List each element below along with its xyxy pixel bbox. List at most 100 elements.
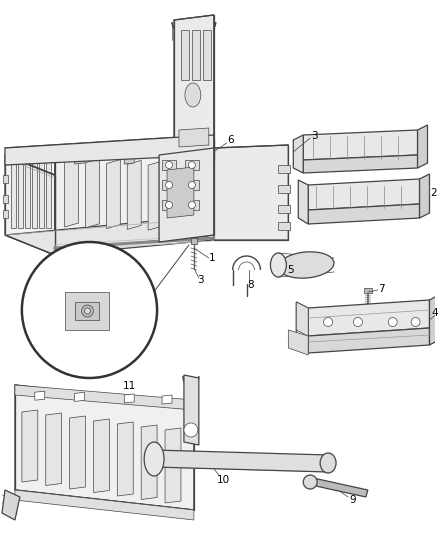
Ellipse shape bbox=[279, 252, 334, 278]
Polygon shape bbox=[167, 167, 194, 218]
Circle shape bbox=[188, 182, 195, 189]
Polygon shape bbox=[308, 204, 420, 224]
Polygon shape bbox=[296, 302, 308, 353]
Polygon shape bbox=[127, 160, 141, 229]
Text: 10: 10 bbox=[217, 475, 230, 485]
Polygon shape bbox=[15, 385, 194, 510]
Polygon shape bbox=[279, 165, 290, 173]
Polygon shape bbox=[70, 416, 85, 489]
Circle shape bbox=[81, 305, 93, 317]
Polygon shape bbox=[162, 395, 172, 404]
Text: 7: 7 bbox=[378, 284, 385, 294]
Polygon shape bbox=[18, 162, 23, 228]
Polygon shape bbox=[303, 155, 417, 173]
Polygon shape bbox=[279, 185, 290, 193]
Polygon shape bbox=[46, 162, 51, 228]
Polygon shape bbox=[364, 288, 372, 293]
Polygon shape bbox=[65, 158, 78, 227]
Polygon shape bbox=[46, 413, 62, 486]
Polygon shape bbox=[191, 238, 197, 244]
Polygon shape bbox=[174, 15, 214, 165]
Polygon shape bbox=[279, 222, 290, 230]
Text: 9: 9 bbox=[350, 495, 356, 505]
Polygon shape bbox=[93, 419, 110, 492]
Text: 8: 8 bbox=[247, 280, 254, 290]
Polygon shape bbox=[15, 490, 194, 520]
Polygon shape bbox=[22, 410, 38, 482]
Polygon shape bbox=[174, 154, 184, 164]
Polygon shape bbox=[311, 478, 368, 497]
Polygon shape bbox=[214, 145, 288, 240]
Polygon shape bbox=[162, 200, 176, 210]
Polygon shape bbox=[179, 128, 209, 147]
Text: 4: 4 bbox=[431, 308, 438, 318]
Ellipse shape bbox=[185, 83, 201, 107]
Text: 2: 2 bbox=[430, 188, 437, 198]
Polygon shape bbox=[203, 30, 211, 80]
Text: 3: 3 bbox=[311, 131, 318, 141]
Polygon shape bbox=[308, 179, 420, 210]
Circle shape bbox=[22, 242, 157, 378]
Text: 11: 11 bbox=[123, 381, 136, 391]
Polygon shape bbox=[141, 425, 157, 499]
Polygon shape bbox=[15, 385, 194, 410]
Polygon shape bbox=[190, 163, 204, 232]
Polygon shape bbox=[417, 125, 427, 168]
Polygon shape bbox=[74, 154, 85, 164]
Polygon shape bbox=[65, 292, 110, 330]
Circle shape bbox=[166, 161, 173, 168]
Text: 3: 3 bbox=[198, 275, 204, 285]
Circle shape bbox=[353, 318, 362, 327]
Polygon shape bbox=[184, 375, 199, 445]
Circle shape bbox=[411, 318, 420, 327]
Polygon shape bbox=[288, 330, 308, 355]
Polygon shape bbox=[308, 300, 430, 336]
Polygon shape bbox=[117, 422, 133, 496]
Ellipse shape bbox=[270, 253, 286, 277]
Polygon shape bbox=[35, 391, 45, 400]
Text: 5: 5 bbox=[287, 265, 293, 275]
Polygon shape bbox=[298, 180, 308, 224]
Polygon shape bbox=[32, 162, 37, 228]
Polygon shape bbox=[124, 154, 134, 164]
Polygon shape bbox=[11, 162, 16, 228]
Polygon shape bbox=[5, 135, 214, 165]
Polygon shape bbox=[3, 195, 8, 203]
Polygon shape bbox=[296, 302, 308, 336]
Circle shape bbox=[85, 308, 91, 314]
Polygon shape bbox=[308, 328, 430, 353]
Circle shape bbox=[303, 475, 317, 489]
Polygon shape bbox=[159, 148, 214, 242]
Polygon shape bbox=[55, 140, 214, 250]
Circle shape bbox=[166, 201, 173, 208]
Polygon shape bbox=[106, 159, 120, 229]
Polygon shape bbox=[74, 302, 99, 320]
Text: 6: 6 bbox=[227, 135, 234, 145]
Polygon shape bbox=[39, 162, 44, 228]
Polygon shape bbox=[185, 200, 199, 210]
Polygon shape bbox=[185, 180, 199, 190]
Circle shape bbox=[388, 318, 397, 327]
Polygon shape bbox=[124, 394, 134, 403]
Circle shape bbox=[188, 201, 195, 208]
Polygon shape bbox=[181, 30, 189, 80]
Polygon shape bbox=[279, 205, 290, 213]
Polygon shape bbox=[420, 174, 430, 218]
Ellipse shape bbox=[144, 442, 164, 476]
Circle shape bbox=[324, 318, 332, 327]
Polygon shape bbox=[303, 130, 417, 160]
Polygon shape bbox=[165, 428, 181, 503]
Polygon shape bbox=[74, 392, 85, 401]
Polygon shape bbox=[3, 210, 8, 218]
Circle shape bbox=[184, 423, 198, 437]
Polygon shape bbox=[293, 135, 303, 173]
Polygon shape bbox=[192, 30, 200, 80]
Polygon shape bbox=[2, 490, 20, 520]
Polygon shape bbox=[3, 175, 8, 183]
Ellipse shape bbox=[320, 453, 336, 473]
Polygon shape bbox=[430, 294, 438, 345]
Polygon shape bbox=[154, 450, 328, 472]
Text: 1: 1 bbox=[208, 253, 215, 263]
Polygon shape bbox=[5, 220, 214, 255]
Polygon shape bbox=[162, 180, 176, 190]
